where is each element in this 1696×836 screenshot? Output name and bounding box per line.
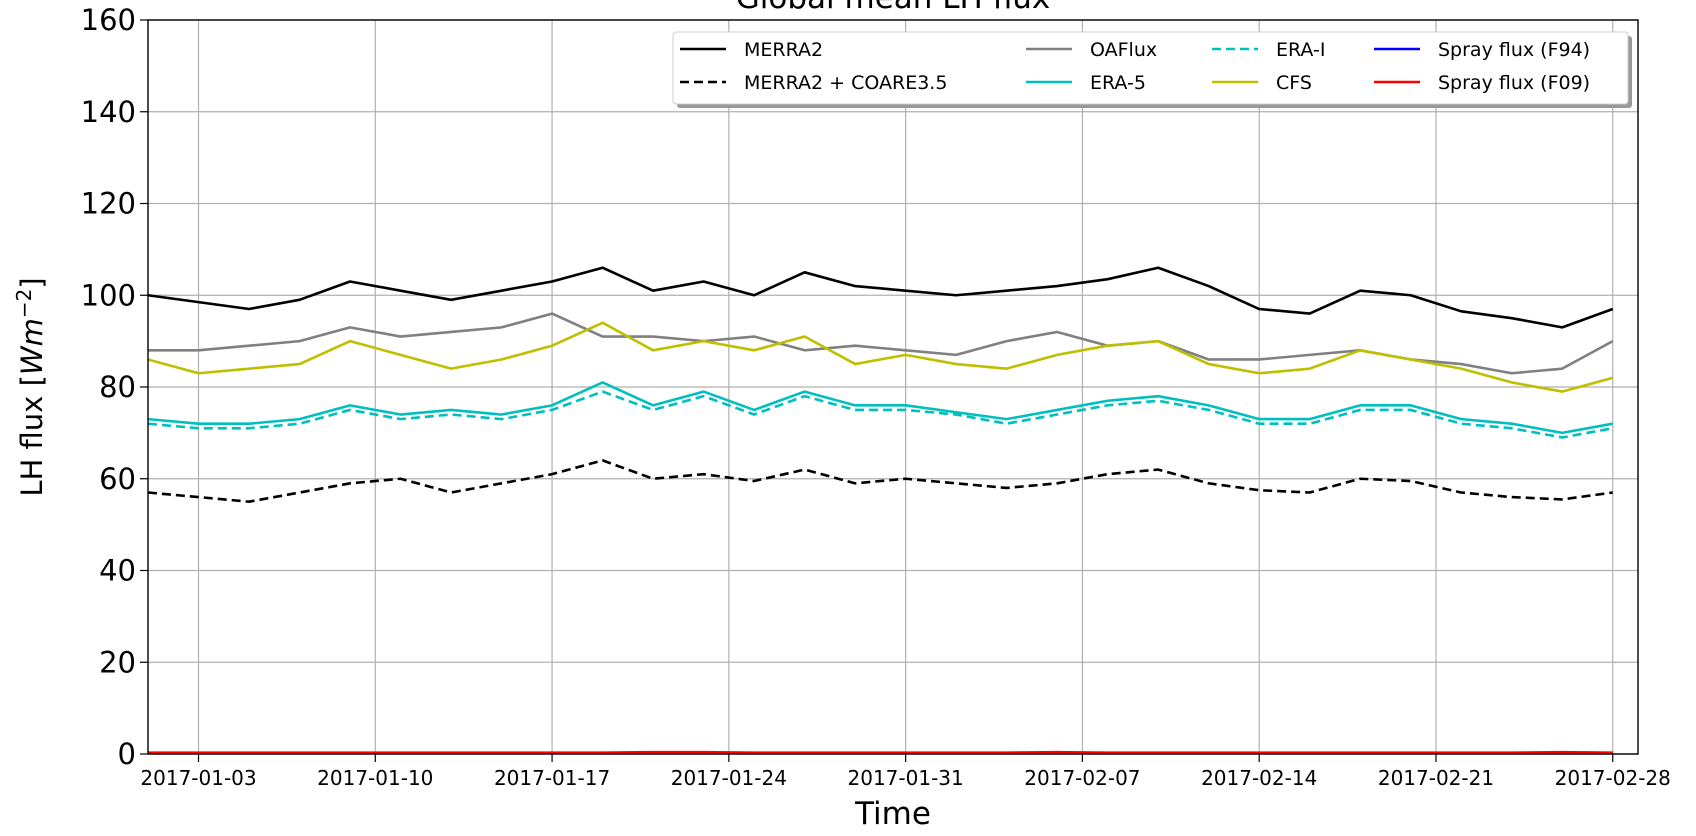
legend-label: ERA-I [1276,39,1325,61]
x-tick-label: 2017-02-28 [1555,766,1671,790]
legend-label: MERRA2 + COARE3.5 [744,72,947,94]
y-tick-label: 120 [81,187,136,221]
x-tick-label: 2017-02-21 [1378,766,1494,790]
legend: MERRA2 MERRA2 + COARE3.5 OAFlux ERA-5 ERA-I C… [672,31,1632,108]
x-tick-label: 2017-02-07 [1024,766,1140,790]
y-tick-label: 140 [81,95,136,129]
x-tick-label: 2017-01-31 [848,766,964,790]
x-tick-label: 2017-01-17 [494,766,610,790]
chart-title: Global mean LH flux [736,0,1050,16]
series-line [147,390,1613,439]
y-tick-label: 60 [99,462,136,496]
y-label-text: LH flux [ [15,375,49,497]
y-tick-label: 160 [81,3,136,37]
legend-label: OAFlux [1090,39,1157,61]
series-line [147,266,1614,329]
series-line [147,321,1614,393]
y-label-exponent: −2 [12,289,36,318]
y-axis-label: LH flux [Wm−2] [12,277,49,496]
series-line [147,459,1613,503]
y-label-close: ] [15,277,49,288]
legend-label: CFS [1276,72,1312,94]
y-tick-label: 0 [118,737,136,771]
legend-label: Spray flux (F94) [1438,39,1590,61]
x-tick-label: 2017-01-10 [317,766,433,790]
x-tick-label: 2017-02-14 [1201,766,1317,790]
legend-label: Spray flux (F09) [1438,72,1590,94]
x-tick-label: 2017-01-03 [140,766,256,790]
x-tick-label: 2017-01-24 [671,766,787,790]
y-tick-label: 80 [99,370,136,404]
legend-label: ERA-5 [1090,72,1146,94]
plot-frame [147,19,1639,755]
x-axis-label: Time [854,796,931,832]
series-line [147,381,1613,435]
y-label-unit: Wm [15,318,49,375]
y-tick-label: 40 [99,554,136,588]
y-tick-label: 20 [99,645,136,679]
y-tick-label: 100 [81,278,136,312]
legend-label: MERRA2 [744,39,823,61]
